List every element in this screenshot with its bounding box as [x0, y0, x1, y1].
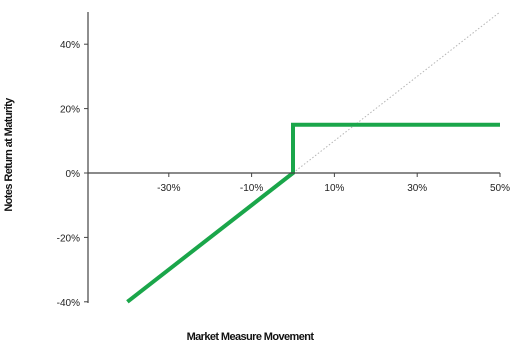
x-tick-label: 30%	[407, 183, 427, 194]
x-tick-label: 10%	[324, 183, 344, 194]
ticks-layer: -30% -10% 10% 30% 50% 40% 20% 0% -20% -40%	[57, 40, 510, 309]
y-tick-label: -20%	[57, 233, 80, 244]
y-tick-label: -40%	[57, 298, 80, 309]
x-axis-title: Market Measure Movement	[187, 331, 315, 343]
x-tick-label: -30%	[157, 183, 180, 194]
axes-layer	[87, 12, 500, 303]
x-tick-label: 50%	[490, 183, 510, 194]
y-axis-title: Notes Return at Maturity	[3, 97, 15, 212]
y-tick-label: 40%	[60, 40, 80, 51]
reference-diagonal-line	[292, 11, 501, 174]
y-tick-label: 0%	[66, 169, 81, 180]
series-layer	[126, 11, 501, 304]
y-tick-label: 20%	[60, 105, 80, 116]
notes-return-line	[126, 122, 500, 304]
x-tick-label: -10%	[240, 183, 263, 194]
